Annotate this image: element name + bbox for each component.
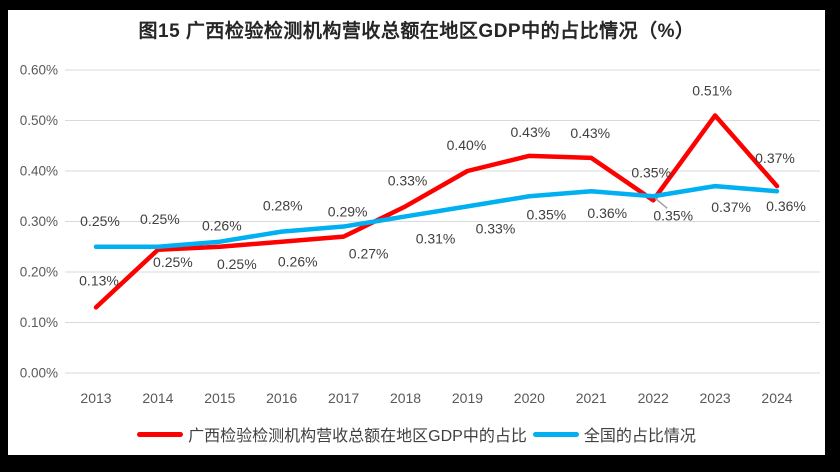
data-label-national: 0.25% bbox=[140, 211, 180, 227]
legend-swatch-guangxi-red-line-icon bbox=[137, 431, 184, 437]
data-label-guangxi: 0.25% bbox=[153, 254, 193, 270]
data-label-guangxi: 0.27% bbox=[349, 246, 389, 262]
chart-legend: 广西检验检测机构营收总额在地区GDP中的占比 全国的占比情况 bbox=[8, 422, 825, 446]
x-tick-label: 2015 bbox=[204, 390, 235, 406]
legend-item-national: 全国的占比情况 bbox=[532, 422, 696, 446]
series-line-national bbox=[93, 183, 780, 249]
data-label-national: 0.33% bbox=[476, 220, 516, 236]
data-label-guangxi: 0.26% bbox=[278, 254, 318, 270]
data-label-national: 0.35% bbox=[653, 207, 693, 223]
series-line-guangxi bbox=[93, 113, 780, 310]
y-tick-label: 0.50% bbox=[20, 113, 58, 128]
x-tick-label: 2022 bbox=[638, 390, 669, 406]
x-tick-label: 2016 bbox=[266, 390, 297, 406]
data-label-national: 0.29% bbox=[328, 204, 368, 220]
label-leader-line bbox=[654, 197, 668, 209]
data-label-guangxi: 0.35% bbox=[631, 164, 671, 180]
data-label-guangxi: 0.37% bbox=[755, 150, 795, 166]
x-tick-label: 2023 bbox=[700, 390, 731, 406]
data-label-national: 0.28% bbox=[263, 198, 303, 214]
data-label-national: 0.36% bbox=[587, 205, 627, 221]
data-label-national: 0.35% bbox=[527, 206, 567, 222]
x-tick-label: 2019 bbox=[452, 390, 483, 406]
x-tick-label: 2021 bbox=[576, 390, 607, 406]
chart-title: 图15 广西检验检测机构营收总额在地区GDP中的占比情况（%） bbox=[138, 21, 695, 42]
x-tick-label: 2013 bbox=[80, 390, 111, 406]
data-label-guangxi: 0.43% bbox=[570, 125, 610, 141]
data-label-guangxi: 0.43% bbox=[511, 124, 551, 140]
data-label-guangxi: 0.25% bbox=[217, 256, 257, 272]
x-tick-label: 2020 bbox=[514, 390, 545, 406]
x-tick-label: 2017 bbox=[328, 390, 359, 406]
y-tick-label: 0.40% bbox=[20, 164, 58, 179]
legend-label-guangxi: 广西检验检测机构营收总额在地区GDP中的占比 bbox=[188, 428, 527, 445]
legend-label-national: 全国的占比情况 bbox=[583, 428, 696, 445]
legend-item-guangxi: 广西检验检测机构营收总额在地区GDP中的占比 bbox=[137, 422, 527, 446]
y-tick-label: 0.60% bbox=[20, 63, 58, 78]
data-label-guangxi: 0.13% bbox=[79, 272, 119, 288]
y-tick-label: 0.20% bbox=[20, 265, 58, 280]
y-tick-label: 0.00% bbox=[20, 366, 58, 381]
data-label-guangxi: 0.51% bbox=[692, 82, 732, 98]
x-tick-label: 2024 bbox=[761, 390, 792, 406]
data-label-guangxi: 0.33% bbox=[388, 172, 428, 188]
y-tick-label: 0.30% bbox=[20, 214, 58, 229]
legend-swatch-national-blue-line-icon bbox=[532, 431, 579, 437]
data-label-national: 0.36% bbox=[766, 198, 806, 214]
y-tick-label: 0.10% bbox=[20, 315, 58, 330]
x-tick-label: 2014 bbox=[142, 390, 173, 406]
x-tick-label: 2018 bbox=[390, 390, 421, 406]
data-label-national: 0.26% bbox=[202, 218, 242, 234]
data-label-national: 0.25% bbox=[80, 213, 120, 229]
data-label-national: 0.37% bbox=[711, 199, 751, 215]
data-label-national: 0.31% bbox=[416, 230, 456, 246]
data-label-guangxi: 0.40% bbox=[447, 137, 487, 153]
chart-background bbox=[8, 10, 825, 455]
